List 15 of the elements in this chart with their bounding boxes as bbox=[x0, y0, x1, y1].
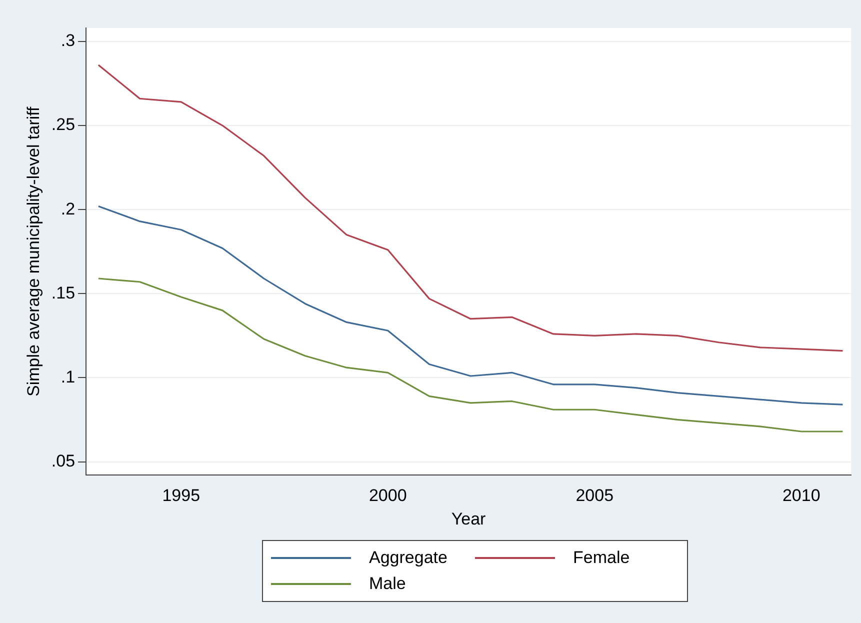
y-tick-label: .25 bbox=[51, 115, 76, 134]
legend-label: Female bbox=[573, 548, 630, 568]
legend-label: Aggregate bbox=[369, 548, 448, 568]
y-tick-label: .3 bbox=[60, 31, 76, 50]
y-tick-label: .15 bbox=[51, 283, 76, 302]
x-tick-label: 2000 bbox=[368, 486, 407, 506]
x-axis-title: Year bbox=[451, 509, 486, 528]
y-tick-label: .05 bbox=[51, 451, 76, 470]
x-tick-label: 2005 bbox=[576, 486, 614, 506]
legend-label: Male bbox=[369, 574, 406, 594]
x-tick-label: 1995 bbox=[162, 486, 200, 506]
y-axis-title: Simple average municipality-level tariff bbox=[24, 106, 43, 396]
y-tick-label: .2 bbox=[60, 199, 76, 218]
x-tick-label: 2010 bbox=[782, 486, 820, 506]
y-tick-label: .1 bbox=[60, 367, 76, 386]
